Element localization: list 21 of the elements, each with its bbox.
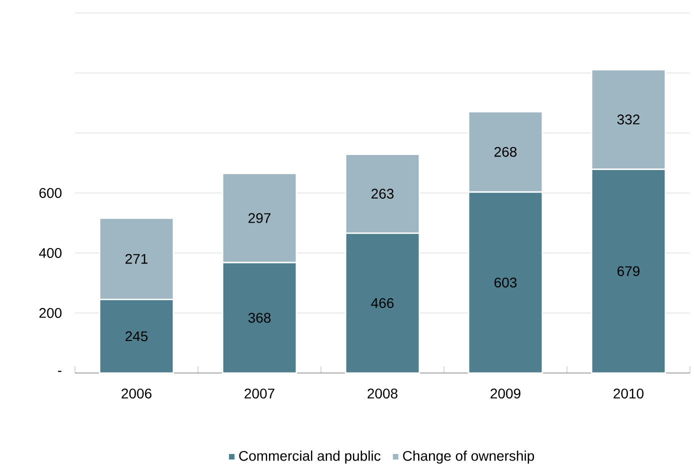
data-label: 679: [618, 266, 640, 276]
x-tick-label: 2010: [614, 388, 644, 399]
y-tick-label: 600: [39, 188, 62, 198]
x-tick-label: 2008: [368, 388, 398, 399]
data-label: 268: [494, 146, 517, 157]
y-tick-label: 400: [39, 248, 62, 258]
x-tick-label: 2009: [490, 388, 520, 399]
data-label: 603: [494, 278, 517, 288]
data-label: 466: [371, 298, 394, 308]
y-tick-label: -: [58, 370, 62, 372]
data-label: 263: [372, 188, 394, 199]
x-tick-label: 2006: [122, 388, 152, 399]
legend-label: Commercial and public: [239, 450, 380, 464]
data-label: 245: [126, 331, 148, 342]
legend-label: Change of ownership: [403, 450, 534, 464]
data-label: 271: [126, 254, 148, 264]
y-tick-label: 200: [39, 308, 62, 318]
data-label: 368: [248, 312, 271, 323]
data-label: 332: [617, 114, 640, 124]
data-label: 297: [248, 213, 270, 224]
x-tick-label: 2007: [244, 388, 274, 399]
